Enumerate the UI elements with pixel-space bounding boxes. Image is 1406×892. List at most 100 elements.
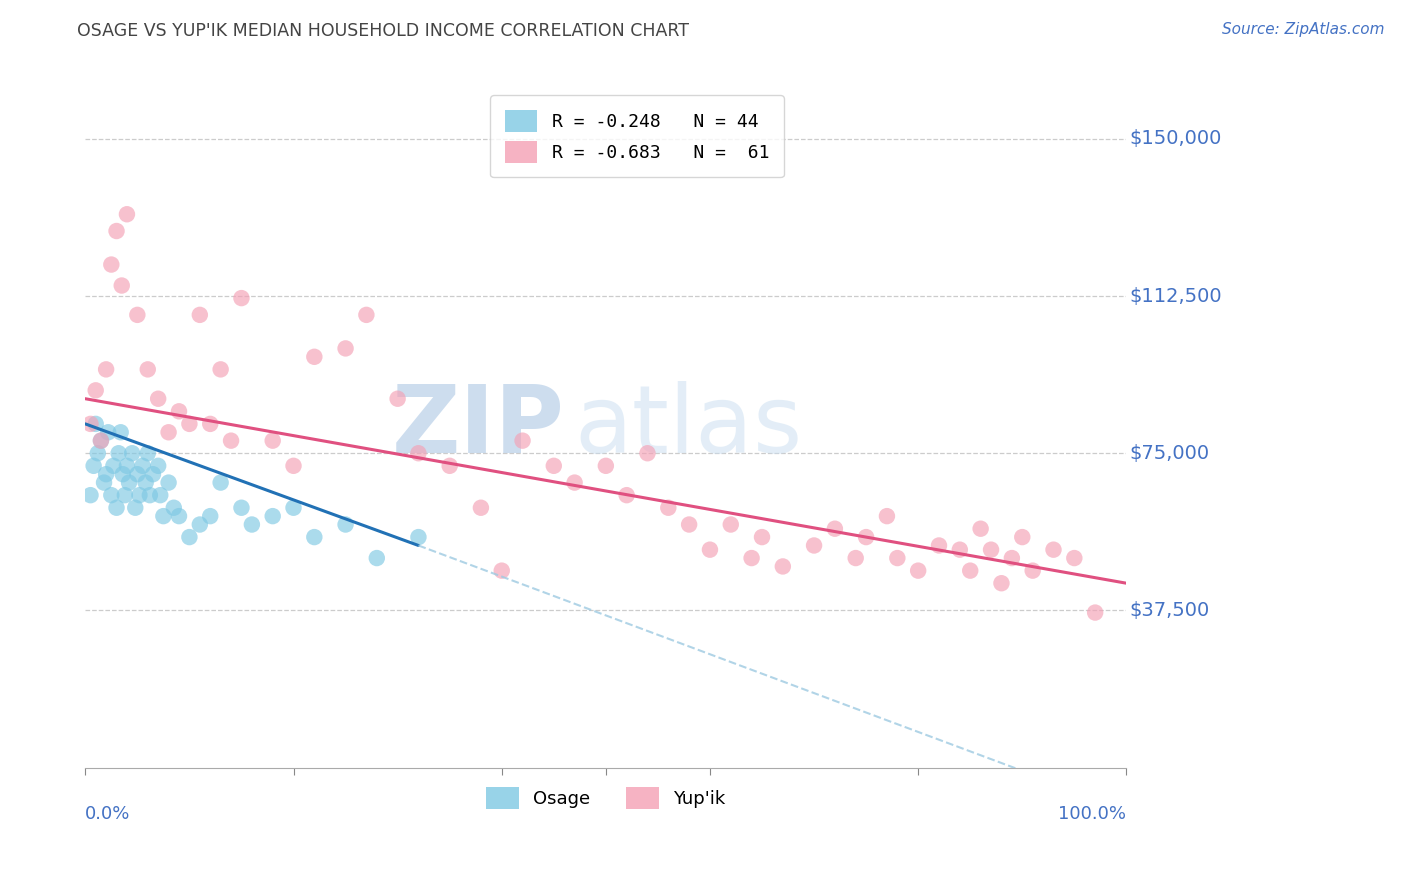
Point [855, 530, 877, 544]
Point [845, 551, 868, 566]
Point [595, 458, 617, 473]
Point [969, 522, 991, 536]
Point [167, 404, 190, 418]
Point [105, 500, 128, 515]
Point [824, 522, 846, 536]
Point [148, 392, 170, 406]
Point [188, 517, 211, 532]
Point [136, 446, 159, 460]
Point [115, 458, 138, 473]
Point [90, 434, 112, 448]
Point [209, 362, 232, 376]
Point [111, 467, 134, 482]
Point [105, 224, 128, 238]
Point [387, 392, 409, 406]
Text: OSAGE VS YUP'IK MEDIAN HOUSEHOLD INCOME CORRELATION CHART: OSAGE VS YUP'IK MEDIAN HOUSEHOLD INCOME … [77, 22, 689, 40]
Point [1084, 606, 1107, 620]
Point [90, 434, 112, 448]
Legend: Osage, Yup'ik: Osage, Yup'ik [479, 780, 733, 816]
Point [543, 458, 565, 473]
Point [928, 539, 950, 553]
Point [772, 559, 794, 574]
Point [124, 500, 146, 515]
Point [678, 517, 700, 532]
Point [179, 417, 201, 431]
Point [83, 458, 105, 473]
Point [980, 542, 1002, 557]
Point [751, 530, 773, 544]
Point [200, 417, 222, 431]
Point [93, 475, 115, 490]
Point [94, 467, 117, 482]
Point [163, 500, 186, 515]
Point [657, 500, 679, 515]
Text: atlas: atlas [575, 381, 803, 473]
Point [1021, 564, 1043, 578]
Text: $150,000: $150,000 [1129, 129, 1222, 148]
Point [637, 446, 659, 460]
Point [179, 530, 201, 544]
Point [949, 542, 972, 557]
Point [79, 417, 101, 431]
Point [876, 509, 898, 524]
Point [128, 488, 150, 502]
Point [148, 458, 170, 473]
Point [111, 278, 134, 293]
Point [1011, 530, 1033, 544]
Point [1042, 542, 1064, 557]
Point [803, 539, 825, 553]
Point [356, 308, 378, 322]
Point [1063, 551, 1085, 566]
Point [262, 434, 284, 448]
Point [149, 488, 172, 502]
Point [79, 488, 101, 502]
Point [139, 488, 162, 502]
Point [219, 434, 242, 448]
Point [335, 342, 357, 356]
Point [127, 467, 149, 482]
Point [200, 509, 222, 524]
Point [283, 458, 305, 473]
Point [209, 475, 232, 490]
Text: $112,500: $112,500 [1129, 286, 1222, 305]
Point [907, 564, 929, 578]
Point [94, 362, 117, 376]
Point [231, 291, 253, 305]
Point [366, 551, 388, 566]
Text: ZIP: ZIP [391, 381, 564, 473]
Point [741, 551, 763, 566]
Point [283, 500, 305, 515]
Point [131, 458, 153, 473]
Point [408, 446, 430, 460]
Point [157, 425, 180, 440]
Point [959, 564, 981, 578]
Point [121, 446, 143, 460]
Point [167, 509, 190, 524]
Point [142, 467, 165, 482]
Point [107, 446, 129, 460]
Point [470, 500, 492, 515]
Point [240, 517, 263, 532]
Text: Source: ZipAtlas.com: Source: ZipAtlas.com [1222, 22, 1385, 37]
Point [135, 475, 157, 490]
Point [97, 425, 120, 440]
Point [720, 517, 742, 532]
Point [115, 207, 138, 221]
Point [564, 475, 586, 490]
Point [114, 488, 136, 502]
Point [87, 446, 110, 460]
Text: 100.0%: 100.0% [1059, 805, 1126, 823]
Point [136, 362, 159, 376]
Point [304, 350, 326, 364]
Point [616, 488, 638, 502]
Point [262, 509, 284, 524]
Point [304, 530, 326, 544]
Text: $75,000: $75,000 [1129, 443, 1209, 463]
Point [231, 500, 253, 515]
Point [100, 258, 122, 272]
Point [152, 509, 174, 524]
Point [103, 458, 125, 473]
Point [408, 530, 430, 544]
Point [439, 458, 461, 473]
Point [84, 384, 107, 398]
